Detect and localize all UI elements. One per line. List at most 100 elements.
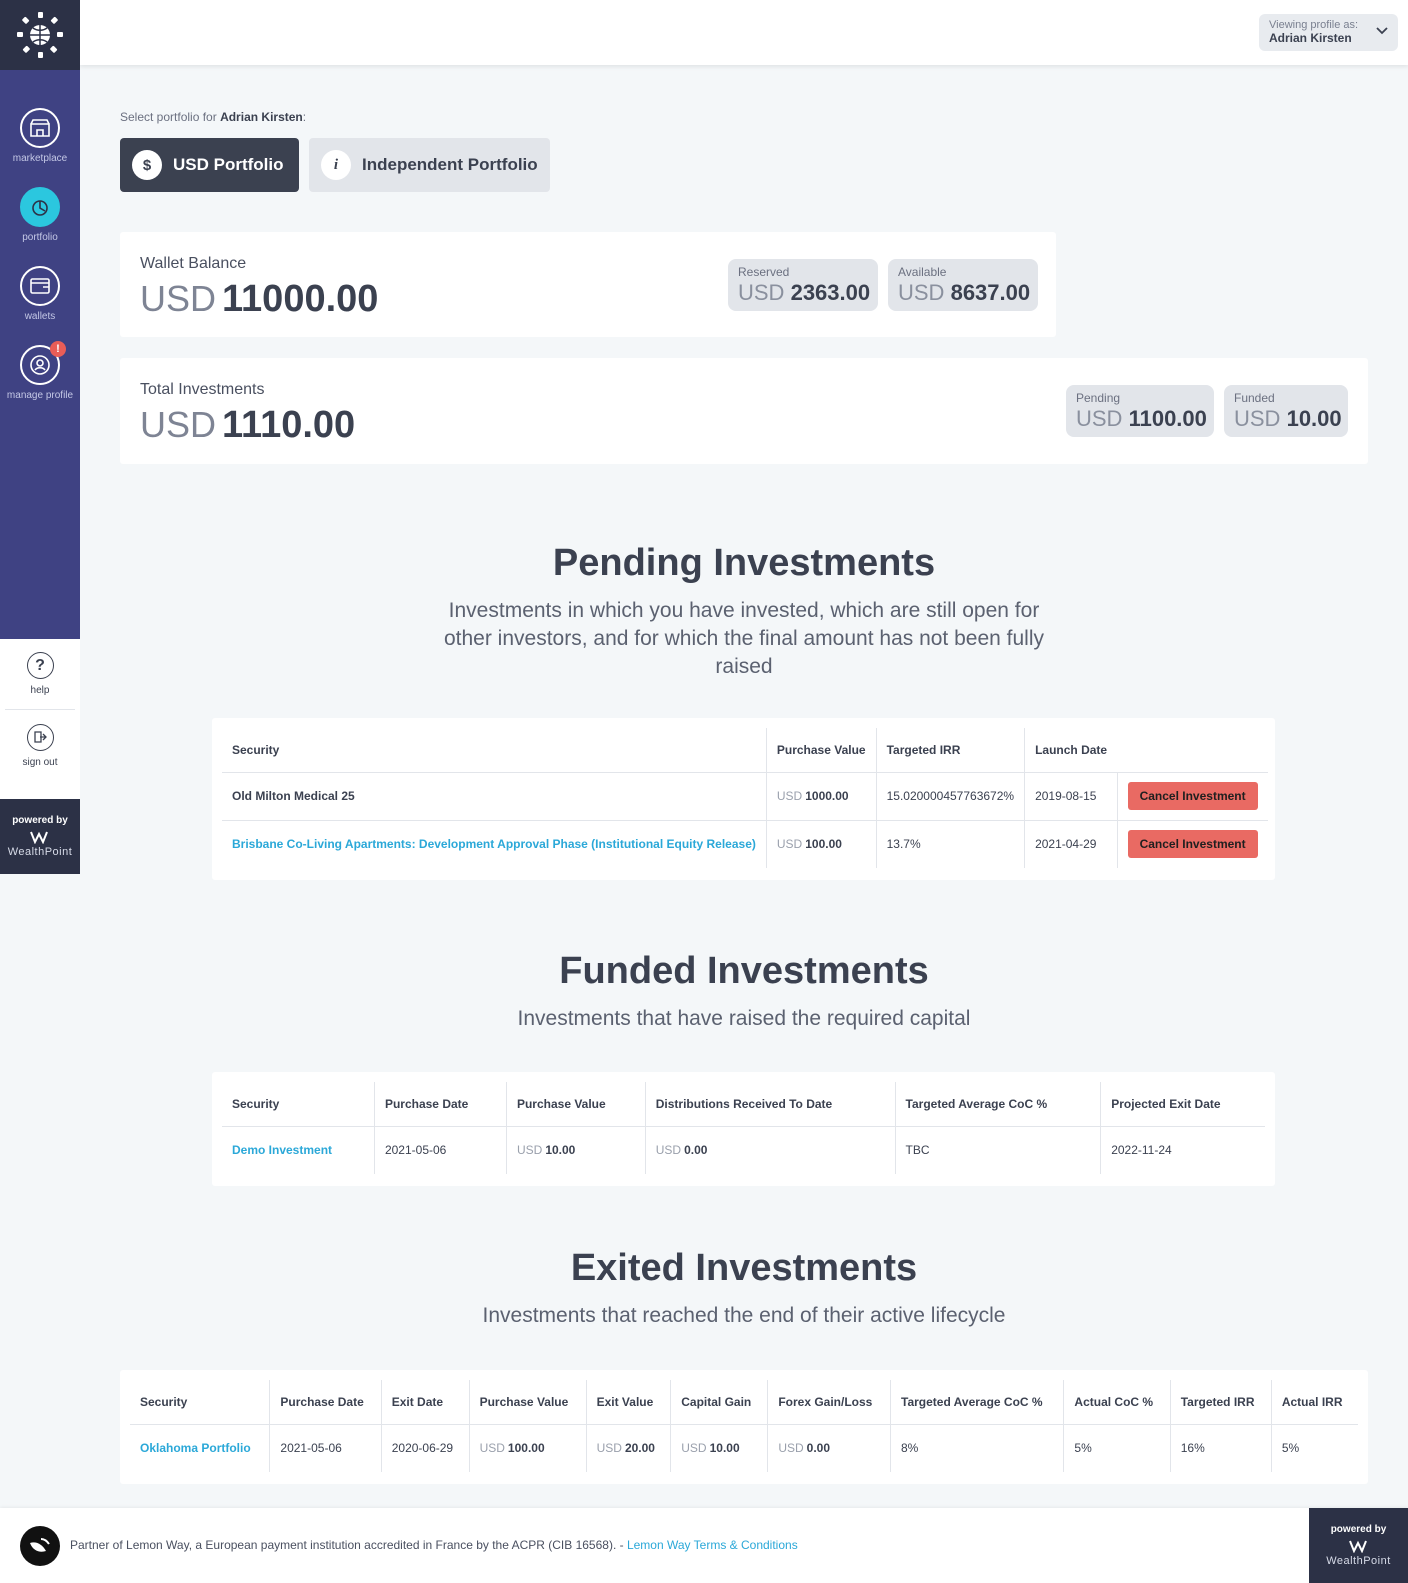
funded-table: Security Purchase Date Purchase Value Di… (222, 1082, 1265, 1174)
funded-header-purchase-value: Purchase Value (505, 1082, 646, 1127)
total-investments-title: Total Investments (140, 381, 265, 398)
funded-dist-amount: 0.00 (684, 1143, 708, 1158)
sidebar-label-manage-profile: manage profile (6, 390, 74, 401)
funded-value-currency: USD (516, 1143, 543, 1158)
sidebar-item-manage-profile[interactable]: ! manage profile (0, 341, 80, 424)
sidebar-nav: marketplace portfolio wallets ! manage p… (0, 70, 80, 639)
exited-exit-value: USD 20.00 (585, 1424, 671, 1472)
exited-header-purchase-date: Purchase Date (269, 1380, 382, 1425)
pending-launch: 2019-08-15 (1024, 772, 1118, 821)
pending-irr: 15.020000457763672% (875, 772, 1025, 821)
pending-header-row: Security Purchase Value Targeted IRR Lau… (222, 728, 1268, 773)
pending-value: USD 1000.00 (765, 772, 877, 821)
help-button[interactable]: ? help (5, 639, 75, 710)
funded-header-distributions: Distributions Received To Date (644, 1082, 896, 1127)
pending-currency: USD (1076, 406, 1123, 431)
funded-header-row: Security Purchase Date Purchase Value Di… (222, 1082, 1265, 1127)
funded-value-amount: 10.00 (545, 1143, 576, 1158)
funded-chip: Funded USD 10.00 (1224, 385, 1348, 437)
cancel-investment-button[interactable]: Cancel Investment (1127, 782, 1258, 810)
pending-launch: 2021-04-29 (1024, 820, 1118, 868)
funded-table-card: Security Purchase Date Purchase Value Di… (212, 1072, 1275, 1186)
pending-table: Security Purchase Value Targeted IRR Lau… (222, 728, 1268, 868)
powered-by-badge: powered by WealthPoint (0, 799, 80, 874)
exited-header-purchase-value: Purchase Value (468, 1380, 587, 1425)
signout-button[interactable]: sign out (5, 710, 75, 781)
exited-exit-date: 2020-06-29 (380, 1424, 470, 1472)
signout-icon (26, 723, 54, 751)
available-amount: 8637.00 (950, 280, 1031, 305)
pending-value-amount: 100.00 (805, 837, 842, 852)
total-currency: USD (140, 404, 217, 445)
exited-header-forex: Forex Gain/Loss (767, 1380, 891, 1425)
funded-purchase-date: 2021-05-06 (373, 1126, 507, 1174)
wallet-amount: 11000.00 (222, 278, 379, 320)
alert-badge: ! (50, 341, 66, 357)
footer: Partner of Lemon Way, a European payment… (0, 1508, 1408, 1583)
pending-subtitle-line1: Investments in which you have invested, … (448, 599, 1040, 622)
exited-pv-amount: 100.00 (507, 1441, 545, 1456)
footer-powered-by: powered by WealthPoint (1309, 1508, 1408, 1583)
sidebar-item-marketplace[interactable]: marketplace (0, 108, 80, 187)
table-row: Brisbane Co-Living Apartments: Developme… (222, 820, 1268, 868)
pending-label: Pending (1076, 391, 1121, 405)
sidebar-label-wallets: wallets (24, 311, 56, 322)
exited-targeted-coc: 8% (889, 1424, 1064, 1472)
independent-portfolio-button[interactable]: i Independent Portfolio (309, 138, 550, 192)
help-label: help (30, 685, 50, 696)
wealthpoint-logo-icon (1348, 1540, 1367, 1553)
available-chip: Available USD 8637.00 (888, 259, 1038, 311)
total-investments-card: Total Investments USD 1110.00 Pending US… (120, 358, 1368, 464)
table-row: Old Milton Medical 25 USD 1000.00 15.0200… (222, 772, 1268, 821)
pending-subtitle-line2: other investors, and for which the final… (443, 627, 1045, 650)
exited-actual-irr: 5% (1270, 1424, 1358, 1472)
terms-link[interactable]: Lemon Way Terms & Conditions (626, 1538, 798, 1552)
reserved-chip: Reserved USD 2363.00 (728, 259, 878, 311)
pending-value-currency: USD (776, 837, 803, 852)
pending-value-amount: 1000.00 (805, 789, 849, 803)
portfolio-select-label: Select portfolio for Adrian Kirsten: (120, 110, 306, 124)
funded-distributions: USD 0.00 (644, 1126, 896, 1174)
app-logo[interactable] (0, 0, 80, 70)
exited-header-targeted-coc: Targeted Average CoC % (889, 1380, 1064, 1425)
table-row: Oklahoma Portfolio 2021-05-06 2020-06-29… (130, 1424, 1358, 1472)
dollar-icon: $ (132, 150, 162, 180)
cancel-investment-button[interactable]: Cancel Investment (1127, 830, 1258, 859)
profile-icon: ! (20, 341, 66, 385)
profile-switcher[interactable]: Viewing profile as: Adrian Kirsten (1259, 14, 1398, 51)
exited-header-exit-value: Exit Value (585, 1380, 671, 1425)
exited-table-card: Security Purchase Date Exit Date Purchas… (120, 1370, 1368, 1484)
pending-chip: Pending USD 1100.00 (1066, 385, 1214, 437)
funded-exit-date: 2022-11-24 (1100, 1126, 1265, 1174)
pending-title: Pending Investments (552, 542, 936, 584)
exited-ev-amount: 20.00 (624, 1441, 655, 1456)
pending-header-irr: Targeted IRR (875, 728, 1025, 773)
sidebar-item-wallets[interactable]: wallets (0, 266, 80, 345)
available-currency: USD (898, 280, 945, 305)
funded-security-link[interactable]: Demo Investment (232, 1143, 333, 1158)
footer-powered-label: powered by (1330, 1524, 1387, 1535)
exited-security-link[interactable]: Oklahoma Portfolio (140, 1441, 251, 1456)
funded-header-coc: Targeted Average CoC % (894, 1082, 1101, 1127)
exited-forex: USD 0.00 (767, 1424, 891, 1472)
pending-security-link[interactable]: Brisbane Co-Living Apartments: Developme… (232, 837, 756, 852)
usd-portfolio-button[interactable]: $ USD Portfolio (120, 138, 299, 192)
sidebar-item-portfolio[interactable]: portfolio (0, 187, 80, 266)
total-amount: 1110.00 (222, 404, 356, 446)
funded-purchase-value: USD 10.00 (505, 1126, 646, 1174)
exited-capital-gain: USD 10.00 (670, 1424, 768, 1472)
funded-subtitle: Investments that have raised the require… (517, 1007, 971, 1030)
exited-fx-amount: 0.00 (806, 1441, 831, 1456)
exited-table: Security Purchase Date Exit Date Purchas… (130, 1380, 1358, 1472)
select-label-suffix: : (302, 110, 307, 124)
pending-value: USD 100.00 (765, 820, 877, 868)
pending-header-action (1117, 728, 1268, 773)
reserved-label: Reserved (738, 265, 790, 279)
sidebar-label-marketplace: marketplace (12, 153, 68, 164)
exited-cg-amount: 10.00 (709, 1441, 740, 1456)
signout-label: sign out (22, 756, 58, 768)
exited-header-capital-gain: Capital Gain (670, 1380, 768, 1425)
lemonway-logo-icon (20, 1526, 60, 1566)
independent-portfolio-label: Independent Portfolio (362, 155, 538, 174)
funded-dist-currency: USD (655, 1143, 682, 1158)
